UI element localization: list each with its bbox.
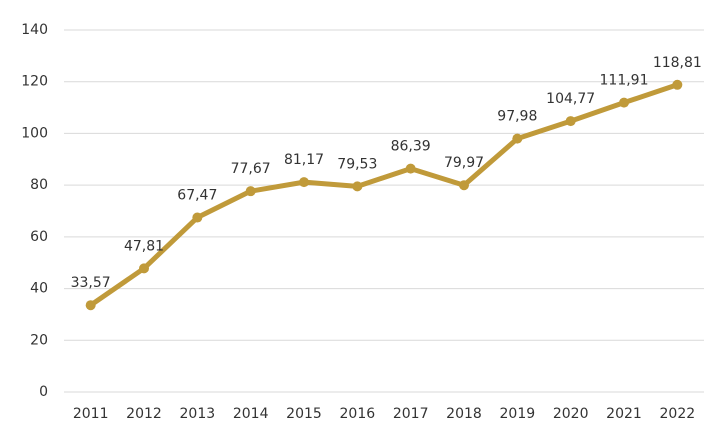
y-tick-label: 60	[30, 229, 48, 245]
x-tick-label: 2011	[73, 406, 109, 422]
x-tick-label: 2013	[180, 406, 216, 422]
data-label: 86,39	[391, 139, 431, 155]
data-line	[89, 82, 679, 308]
data-point	[352, 181, 363, 192]
x-tick-label: 2016	[340, 406, 376, 422]
data-label: 47,81	[124, 238, 164, 254]
data-label: 77,67	[231, 161, 271, 177]
x-tick-label: 2015	[286, 406, 322, 422]
x-tick-label: 2022	[660, 406, 696, 422]
x-tick-label: 2017	[393, 406, 429, 422]
data-point	[459, 180, 469, 191]
data-label: 97,98	[497, 109, 537, 125]
data-point	[405, 163, 416, 174]
data-label: 118,81	[653, 55, 702, 71]
data-label: 33,57	[71, 275, 111, 291]
data-point	[245, 186, 256, 197]
x-tick-label: 2018	[446, 406, 482, 422]
y-tick-label: 40	[30, 281, 48, 297]
y-tick-label: 120	[21, 74, 48, 90]
data-point	[192, 212, 203, 223]
y-tick-label: 20	[30, 332, 48, 348]
data-point	[565, 116, 576, 127]
data-point	[85, 300, 96, 311]
data-label: 79,97	[444, 155, 484, 171]
data-point	[619, 97, 629, 108]
y-tick-label: 0	[39, 384, 48, 400]
data-point	[139, 263, 149, 274]
y-tick-label: 100	[21, 125, 48, 141]
data-label: 111,91	[600, 73, 649, 89]
data-point	[299, 177, 309, 188]
x-tick-label: 2019	[500, 406, 536, 422]
x-tick-label: 2020	[553, 406, 589, 422]
data-point	[672, 79, 683, 90]
data-label: 81,17	[284, 152, 324, 168]
x-tick-label: 2012	[126, 406, 162, 422]
x-tick-label: 2014	[233, 406, 269, 422]
data-label: 79,53	[337, 156, 377, 172]
data-label: 104,77	[546, 91, 595, 107]
data-label: 67,47	[177, 188, 217, 204]
y-tick-label: 80	[30, 177, 48, 193]
y-tick-label: 140	[21, 22, 48, 38]
x-tick-label: 2021	[606, 406, 642, 422]
data-point	[512, 133, 523, 144]
